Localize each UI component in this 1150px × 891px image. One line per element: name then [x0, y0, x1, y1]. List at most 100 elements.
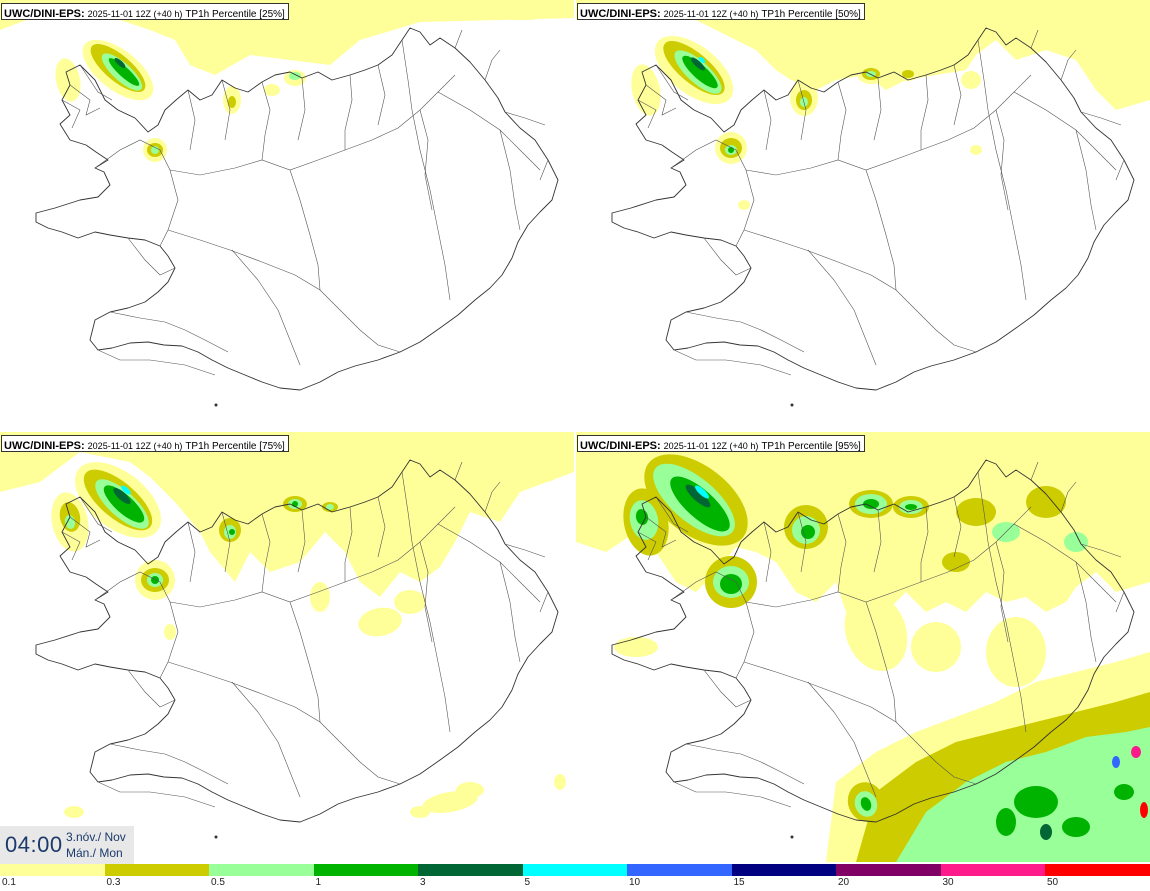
road-line: [419, 541, 433, 643]
road-line: [655, 64, 689, 101]
road-line: [837, 513, 847, 593]
parameter-label: TP1h Percentile [50%]: [761, 9, 861, 20]
map-panel-p75: UWC/DINI-EPS: 2025-11-01 12Z (+40 h) TP1h …: [0, 432, 574, 862]
precip-area: [1112, 756, 1120, 768]
precip-area: [738, 200, 750, 210]
legend-swatch: [209, 864, 314, 876]
road-line: [109, 311, 229, 353]
road-line: [745, 74, 1032, 176]
road-line: [261, 513, 271, 593]
panel-title: UWC/DINI-EPS: 2025-11-01 12Z (+40 h) TP1h …: [577, 3, 865, 20]
road-line: [637, 99, 657, 129]
precip-area: [1014, 786, 1058, 818]
road-line: [344, 506, 353, 582]
road-line: [797, 511, 807, 573]
road-line: [167, 229, 401, 353]
road-line: [231, 681, 301, 798]
road-line: [670, 571, 755, 679]
roads-and-fjords: [637, 29, 1125, 376]
road-line: [221, 79, 231, 141]
legend-swatch: [0, 864, 105, 876]
valid-date: 3.nóv./ Nov: [66, 830, 126, 844]
road-line: [377, 64, 386, 126]
road-line: [539, 591, 549, 613]
precip-area: [1040, 824, 1052, 840]
coastline-path: [611, 459, 1135, 823]
precip-map: [0, 432, 574, 839]
road-line: [454, 29, 463, 49]
valid-clock: 04:00: [5, 832, 63, 857]
color-scale-legend: 0.1 0.3 0.5 1 3 5 10 15 20 30 50: [0, 864, 1150, 891]
legend-tick-label: 0.1: [2, 877, 16, 888]
roads-and-fjords: [61, 29, 549, 376]
precip-area: [863, 499, 879, 509]
road-line: [401, 39, 451, 301]
precip-area: [614, 637, 658, 657]
precip-area: [691, 57, 705, 71]
road-line: [655, 496, 689, 533]
precip-area: [970, 145, 982, 155]
road-line: [297, 509, 306, 573]
road-line: [401, 471, 451, 733]
precip-area: [1064, 532, 1088, 552]
precip-area: [151, 146, 159, 154]
legend-tick-label: 20: [838, 877, 850, 888]
legend-tick-label: 0.3: [106, 877, 121, 888]
legend-swatch: [104, 864, 210, 876]
map-panel-p50: UWC/DINI-EPS: 2025-11-01 12Z (+40 h) TP1h …: [576, 0, 1150, 430]
precip-area: [1131, 746, 1141, 758]
road-line: [953, 64, 962, 126]
parameter-label: TP1h Percentile [95%]: [761, 441, 861, 452]
road-line: [69, 84, 101, 116]
precip-area: [121, 485, 131, 495]
road-line: [995, 541, 1009, 643]
valid-weekday: Mán./ Mon: [66, 846, 123, 860]
precip-area: [103, 485, 145, 523]
road-line: [1060, 49, 1077, 81]
legend-tick-label: 50: [1047, 877, 1059, 888]
road-line: [865, 169, 897, 291]
precip-area: [576, 0, 1150, 110]
legend-tick-label: 1: [315, 877, 322, 888]
road-line: [837, 81, 847, 161]
legend-tick-label: 5: [524, 877, 531, 888]
legend-swatch: [418, 864, 523, 876]
road-line: [61, 99, 81, 129]
road-line: [645, 516, 677, 548]
coastline-path: [611, 27, 1135, 391]
road-line: [1115, 159, 1125, 181]
legend-tick-label: 30: [942, 877, 954, 888]
precip-area: [1026, 486, 1066, 518]
road-line: [127, 237, 176, 276]
coastline-path: [35, 459, 559, 823]
road-line: [807, 681, 877, 798]
legend-swatch: [1045, 864, 1150, 876]
road-line: [743, 661, 977, 785]
road-line: [1013, 91, 1117, 171]
road-line: [289, 601, 321, 723]
run-time: 2025-11-01 12Z (+40 h): [663, 441, 759, 451]
precip-area: [682, 55, 718, 89]
model-name: UWC/DINI-EPS:: [4, 8, 85, 20]
road-line: [109, 743, 229, 785]
precip-layer: [576, 0, 1150, 210]
model-name: UWC/DINI-EPS:: [580, 8, 661, 20]
road-line: [673, 781, 792, 808]
road-line: [167, 661, 401, 785]
road-line: [1060, 481, 1077, 513]
road-line: [670, 139, 755, 247]
road-line: [344, 74, 353, 150]
road-line: [745, 506, 1032, 608]
road-line: [127, 669, 176, 708]
road-line: [97, 349, 216, 376]
precip-area: [996, 808, 1016, 836]
parameter-label: TP1h Percentile [75%]: [185, 441, 285, 452]
precip-layer: [576, 432, 1150, 862]
road-line: [499, 561, 521, 663]
road-line: [94, 139, 179, 247]
road-line: [977, 471, 1027, 733]
precip-area: [902, 70, 914, 78]
legend-tick-label: 15: [733, 877, 745, 888]
road-line: [297, 77, 306, 141]
road-line: [673, 349, 792, 376]
